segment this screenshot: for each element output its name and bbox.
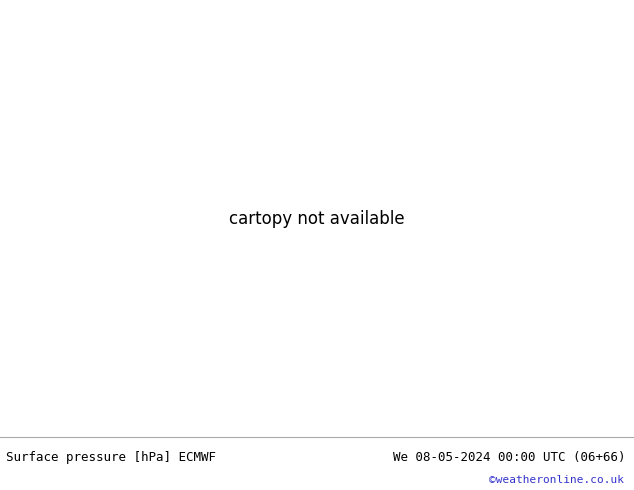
Text: We 08-05-2024 00:00 UTC (06+66): We 08-05-2024 00:00 UTC (06+66) [393,451,626,464]
Text: ©weatheronline.co.uk: ©weatheronline.co.uk [489,475,624,486]
Text: Surface pressure [hPa] ECMWF: Surface pressure [hPa] ECMWF [6,451,216,464]
Text: cartopy not available: cartopy not available [229,210,405,227]
